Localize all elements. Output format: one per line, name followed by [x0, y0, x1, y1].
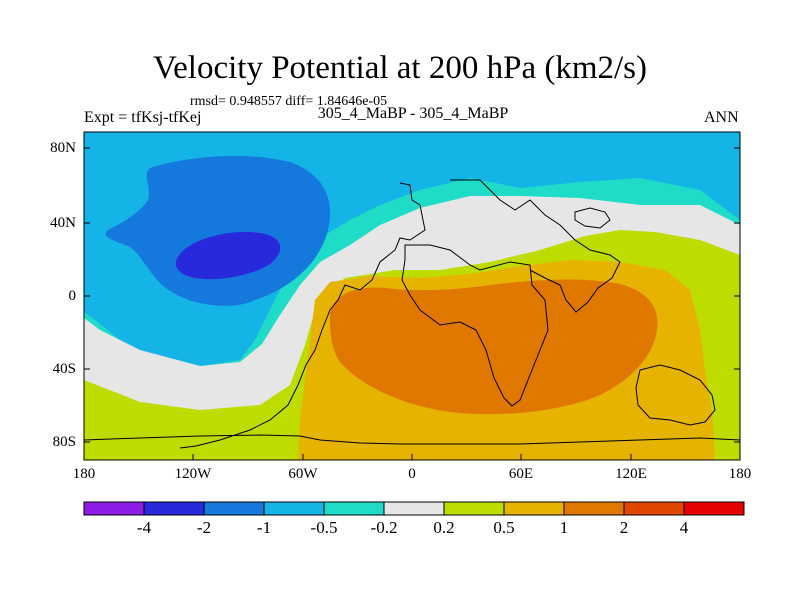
coastline-americas	[179, 182, 426, 449]
lat-label-80s: 80S	[52, 434, 76, 450]
coastline-greenland	[574, 207, 611, 229]
colorbar-box-9	[563, 501, 625, 516]
colorbar-label-4: -0.5	[310, 518, 338, 537]
colorbar-box-7	[443, 501, 505, 516]
colorbar-box-3	[203, 501, 265, 516]
colorbar-label-1: -4	[136, 518, 152, 537]
lat-label-equator: 0	[68, 288, 77, 304]
lon-label-180w: 180	[72, 466, 96, 482]
colorbar-label-2: -2	[196, 518, 212, 537]
lon-label-120w: 120W	[174, 466, 212, 482]
coastline-eurasia	[450, 179, 621, 313]
colorbar-box-1	[83, 501, 145, 516]
lon-label-0: 0	[408, 466, 416, 482]
coastline-antarctica	[84, 434, 740, 445]
colorbar-box-6	[383, 501, 445, 516]
contour-fill	[84, 132, 740, 460]
colorbar-label-8: 1	[559, 518, 569, 537]
field-p1-region	[330, 279, 658, 415]
lat-label-40s: 40S	[52, 361, 76, 377]
map-title: Velocity Potential at 200 hPa (km2/s)	[152, 50, 648, 86]
lat-label-80n: 80N	[50, 140, 76, 156]
colorbar-box-5	[323, 501, 385, 516]
colorbar-label-7: 0.5	[493, 518, 515, 537]
experiment-label: Expt = tfKsj-tfKej	[84, 109, 202, 126]
field-m2-region	[105, 155, 331, 306]
colorbar-label-10: 4	[679, 518, 689, 537]
colorbar-box-10	[623, 501, 685, 516]
stats-label: rmsd= 0.948557 diff= 1.84646e-05	[190, 94, 388, 109]
colorbar-label-6: 0.2	[433, 518, 455, 537]
colorbar-label-3: -1	[256, 518, 272, 537]
colorbar-label-5: -0.2	[370, 518, 398, 537]
colorbar-box-4	[263, 501, 325, 516]
coastline-africa	[401, 244, 549, 407]
period-label: ANN	[704, 109, 739, 126]
axis-ticks	[83, 147, 741, 460]
colorbar-box-11	[683, 501, 745, 516]
field-m4-region	[175, 231, 281, 280]
colorbar	[83, 501, 745, 516]
coastline-australia	[635, 364, 716, 426]
lon-label-120e: 120E	[615, 466, 647, 482]
lon-label-60w: 60W	[288, 466, 318, 482]
lon-label-60e: 60E	[508, 466, 534, 482]
colorbar-box-8	[503, 501, 565, 516]
coastlines	[84, 179, 740, 449]
lon-label-180e: 180	[728, 466, 752, 482]
colorbar-label-9: 2	[619, 518, 629, 537]
cases-label: 305_4_MaBP - 305_4_MaBP	[317, 105, 509, 122]
colorbar-box-2	[143, 501, 205, 516]
lat-label-40n: 40N	[50, 215, 76, 231]
